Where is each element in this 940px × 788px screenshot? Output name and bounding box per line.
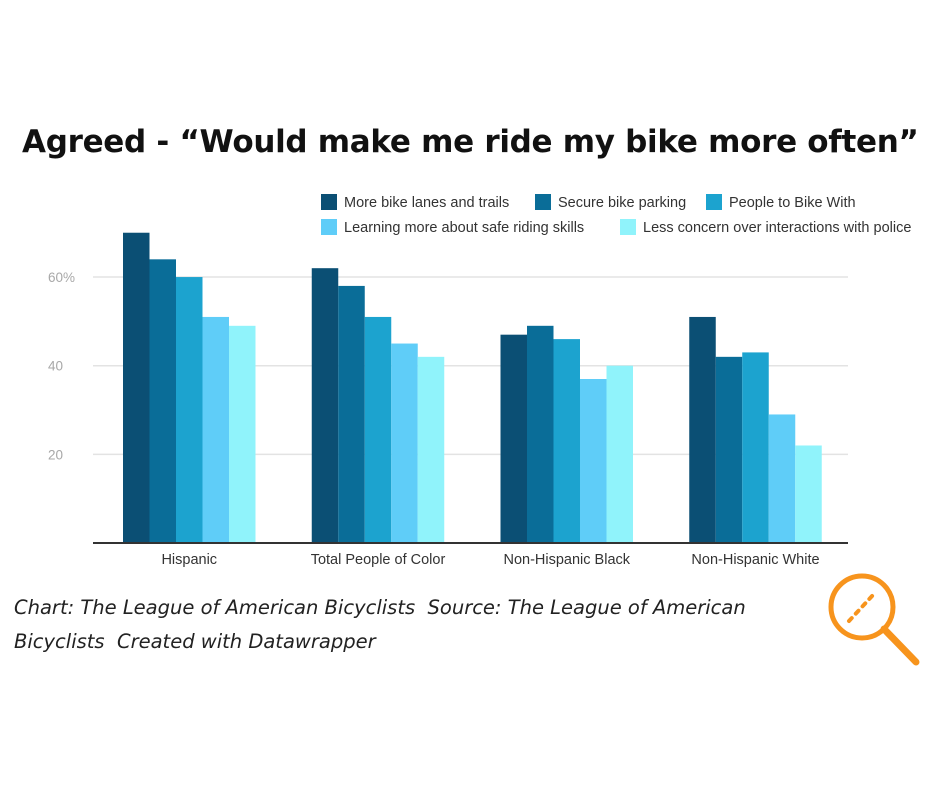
bar [417,356,445,543]
bar [149,259,176,543]
y-tick-label: 40 [48,359,63,374]
legend-label: More bike lanes and trails [344,195,509,211]
legend-swatch [321,194,337,210]
x-tick-label: Non-Hispanic Black [503,552,630,568]
legend-label: Learning more about safe riding skills [344,220,584,236]
bar [202,316,229,543]
bar [580,379,607,543]
legend-label: Less concern over interactions with poli… [643,220,911,236]
chart-bars [123,232,822,543]
x-tick-label: Hispanic [161,552,217,568]
bar [715,356,743,543]
x-tick-label: Non-Hispanic White [691,552,819,568]
chart-credits: Chart: The League of American Bicyclists… [14,591,814,659]
bar [742,352,769,543]
bar [553,339,580,543]
bar [311,268,339,543]
bar [500,334,527,543]
bar [338,285,365,543]
x-tick-label: Total People of Color [311,552,446,568]
legend-swatch [706,194,722,210]
legend-swatch [535,194,551,210]
bar [768,414,796,543]
bar [123,232,150,543]
credits-line-2: Bicyclists Created with Datawrapper [14,630,376,653]
legend-swatch [620,219,636,235]
bar [176,277,203,543]
legend-label: Secure bike parking [558,195,686,211]
chart-axis: Hispanic Total People of Color Non-Hispani… [93,542,848,568]
bar [364,316,392,543]
bar [606,365,633,543]
credits-line-1: Chart: The League of American Bicyclists… [14,596,746,619]
magnifier-icon [828,573,920,666]
chart-title: Agreed - “Would make me ride my bike mor… [22,124,919,160]
legend-swatch [321,219,337,235]
legend-label: People to Bike With [729,195,856,211]
y-tick-label: 20 [48,447,63,462]
bar [795,445,822,543]
bar [229,325,256,543]
bar [689,316,716,543]
bar [391,343,418,543]
bar [527,325,554,543]
chart-legend: More bike lanes and trails Secure bike pa… [321,194,911,236]
y-tick-label: 60% [48,270,75,285]
